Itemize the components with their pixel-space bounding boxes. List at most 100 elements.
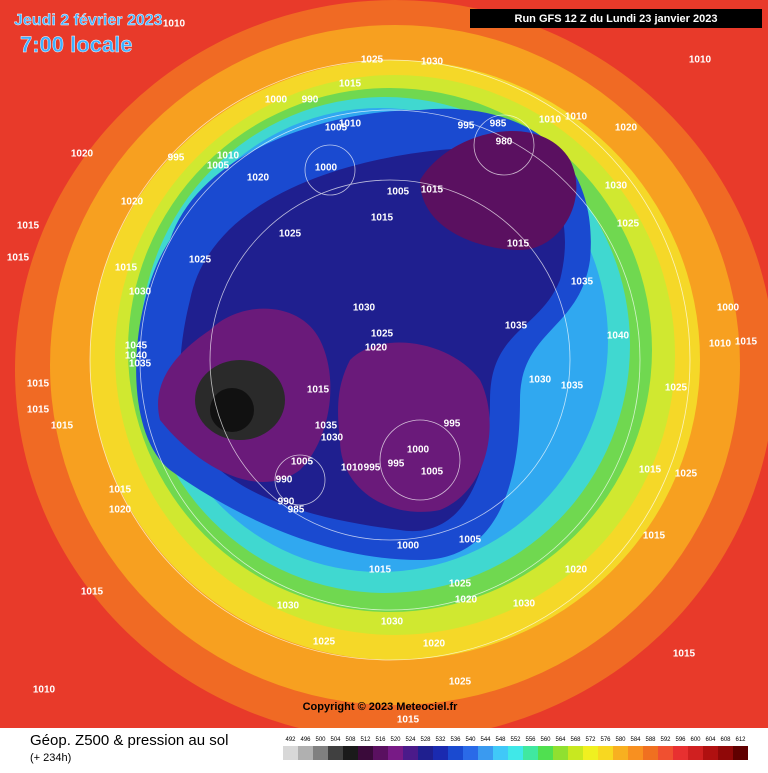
isobar-label: 995 [388, 459, 405, 470]
footer-title: Géop. Z500 & pression au sol [30, 732, 228, 749]
scale-swatch [688, 746, 703, 760]
isobar-label: 1015 [27, 405, 50, 416]
isobar-label: 1015 [51, 421, 74, 432]
isobar-label: 1030 [321, 433, 344, 444]
isobar-label: 1040 [125, 351, 148, 362]
scale-label: 492 [285, 737, 296, 743]
scale-swatch [328, 746, 343, 760]
scale-label: 544 [480, 737, 491, 743]
scale-label: 604 [705, 737, 716, 743]
isobar-label: 990 [278, 497, 295, 508]
isobar-label: 1025 [665, 383, 688, 394]
scale-label: 528 [420, 737, 431, 743]
scale-label: 572 [585, 737, 596, 743]
isobar-label: 1030 [353, 303, 376, 314]
isobar-label: 990 [276, 475, 293, 486]
scale-label: 520 [390, 737, 401, 743]
isobar-label: 995 [444, 419, 461, 430]
isobar-label: 985 [490, 119, 507, 130]
isobar-label: 995 [458, 121, 475, 132]
scale-swatch [613, 746, 628, 760]
isobar-label: 1005 [207, 161, 230, 172]
isobar-label: 1015 [27, 379, 50, 390]
isobar-label: 1025 [449, 579, 472, 590]
isobar-label: 1015 [81, 587, 104, 598]
scale-label: 568 [570, 737, 581, 743]
isobar-label: 980 [496, 137, 513, 148]
isobar-label: 1020 [423, 639, 446, 650]
isobar-label: 1005 [421, 467, 444, 478]
isobar-label: 1010 [565, 112, 588, 123]
scale-swatch [703, 746, 718, 760]
isobar-label: 1015 [421, 185, 444, 196]
isobar-label: 1035 [505, 321, 528, 332]
scale-label: 560 [540, 737, 551, 743]
scale-swatch [643, 746, 658, 760]
scale-swatch [388, 746, 403, 760]
isobar-label: 1015 [673, 649, 696, 660]
scale-swatch [418, 746, 433, 760]
footer-lead: (+ 234h) [30, 752, 71, 764]
date: Jeudi 2 février 2023 [14, 12, 163, 29]
isobar-label: 995 [364, 463, 381, 474]
isobar-label: 1025 [361, 55, 384, 66]
run-box [470, 9, 762, 28]
scale-swatch [283, 746, 298, 760]
isobar-label: 1015 [397, 715, 420, 726]
isobar-label: 1000 [397, 541, 420, 552]
isobar-label: 1010 [217, 151, 240, 162]
isobar-label: 1015 [7, 253, 30, 264]
isobar-label: 1015 [115, 263, 138, 274]
scale-label: 584 [630, 737, 641, 743]
isobar-label: 1005 [387, 187, 410, 198]
isobar-label: 1025 [449, 677, 472, 688]
scale-label: 596 [675, 737, 686, 743]
isobar-label: 1020 [565, 565, 588, 576]
isobar-label: 1035 [315, 421, 338, 432]
scale-swatch [523, 746, 538, 760]
scale-swatch [358, 746, 373, 760]
isobar-label: 1040 [607, 331, 630, 342]
isobar-label: 1035 [561, 381, 584, 392]
scale-label: 504 [330, 737, 341, 743]
isobar-label: 1020 [247, 173, 270, 184]
isobar-label: 1010 [163, 19, 186, 30]
scale-swatch [673, 746, 688, 760]
isobar-label: 1035 [571, 277, 594, 288]
scale-swatch [493, 746, 508, 760]
scale-label: 580 [615, 737, 626, 743]
isobar-label: 1010 [539, 115, 562, 126]
scale-label: 508 [345, 737, 356, 743]
isobar-label: 1005 [459, 535, 482, 546]
scale-swatch [718, 746, 733, 760]
scale-label: 592 [660, 737, 671, 743]
isobar-label: 1015 [643, 531, 666, 542]
isobar-label: 1020 [455, 595, 478, 606]
scale-swatch [538, 746, 553, 760]
isobar-label: 1020 [365, 343, 388, 354]
isobar-label: 1030 [277, 601, 300, 612]
scale-label: 600 [690, 737, 701, 743]
isobar-label: 1015 [307, 385, 330, 396]
scale-label: 564 [555, 737, 566, 743]
isobar-label: 1025 [189, 255, 212, 266]
scale-label: 556 [525, 737, 536, 743]
scale-swatch [403, 746, 418, 760]
isobar-label: 1030 [605, 181, 628, 192]
isobar-label: 1045 [125, 341, 148, 352]
run-info: Run GFS 12 Z du Lundi 23 janvier 2023 [515, 13, 718, 25]
scale-swatch [298, 746, 313, 760]
scale-swatch [448, 746, 463, 760]
scale-label: 540 [465, 737, 476, 743]
isobar-label: 1035 [129, 359, 152, 370]
scale-label: 524 [405, 737, 416, 743]
scale-label: 552 [510, 737, 521, 743]
isobar-label: 1000 [717, 303, 740, 314]
isobar-label: 1025 [371, 329, 394, 340]
scale-swatch [598, 746, 613, 760]
isobar-label: 1010 [339, 119, 362, 130]
isobar-label: 1025 [313, 637, 336, 648]
